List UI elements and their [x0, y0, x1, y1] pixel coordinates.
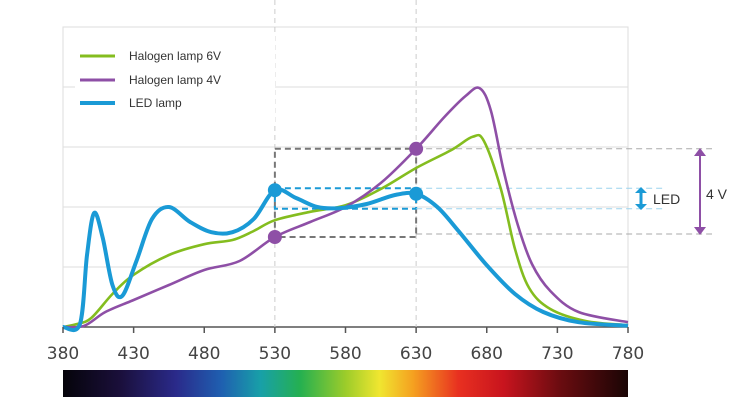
x-tick-label: 430	[117, 344, 149, 364]
series-lines	[62, 86, 629, 333]
dashed-box-4v	[273, 147, 418, 238]
markers	[267, 141, 424, 244]
spectrum-colorbar	[63, 370, 628, 397]
led-arrowheads	[635, 187, 647, 210]
led-label: LED	[653, 191, 680, 207]
x-tick-label: 580	[329, 344, 361, 364]
x-tick-label: 380	[47, 344, 79, 364]
x-tick-label: 780	[612, 344, 644, 364]
marker-point	[267, 230, 282, 244]
x-tick-labels: 380 430 480 530 580 630 680 730 780	[47, 327, 644, 364]
legend-label-4v: Halogen lamp 4V	[129, 73, 221, 87]
led-range-annotation: LED	[635, 187, 680, 210]
series-line-halogen-lamp-4v	[62, 86, 629, 329]
x-tick-label: 730	[541, 344, 573, 364]
4v-range-annotation: 4 V	[694, 148, 728, 235]
x-tick-label: 630	[400, 344, 432, 364]
legend-label-6v: Halogen lamp 6V	[129, 49, 221, 63]
4v-label: 4 V	[706, 186, 728, 202]
series-line-halogen-lamp-6v	[62, 133, 629, 329]
legend-label-led: LED lamp	[129, 96, 182, 110]
legend: Halogen lamp 6V Halogen lamp 4V LED lamp	[75, 36, 275, 122]
x-tick-label: 480	[188, 344, 220, 364]
marker-point	[267, 183, 282, 198]
x-tick-label: 530	[259, 344, 291, 364]
marker-point	[409, 141, 424, 156]
marker-point	[409, 186, 424, 201]
x-tick-label: 680	[471, 344, 503, 364]
series-line-led-lamp	[62, 187, 629, 333]
